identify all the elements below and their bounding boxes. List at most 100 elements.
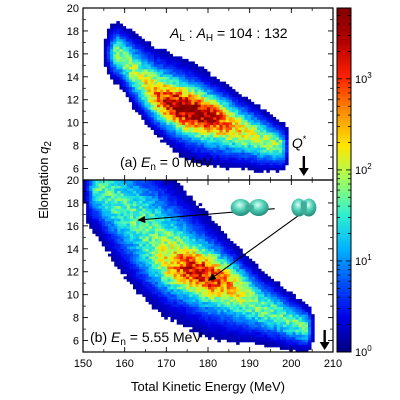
heatmap-cell: [195, 314, 200, 318]
heatmap-cell: [169, 111, 173, 115]
heatmap-cell: [192, 223, 196, 227]
heatmap-cell: [158, 251, 162, 255]
heatmap-cell: [188, 63, 192, 67]
heatmap-cell: [208, 331, 212, 335]
heatmap-cell: [191, 149, 195, 153]
heatmap-cell: [183, 228, 187, 232]
heatmap-cell: [204, 230, 209, 234]
heatmap-cell: [183, 261, 187, 265]
heatmap-cell: [181, 119, 186, 123]
heatmap-cell: [241, 149, 245, 153]
heatmap-cell: [135, 89, 139, 93]
heatmap-cell: [111, 238, 115, 242]
heatmap-cell: [113, 23, 117, 27]
heatmap-cell: [114, 190, 118, 194]
heatmap-cell: [250, 104, 255, 108]
heatmap-cell: [125, 51, 130, 55]
heatmap-cell: [244, 127, 248, 130]
heatmap-cell: [170, 223, 175, 227]
heatmap-cell: [169, 74, 173, 77]
heatmap-cell: [258, 286, 262, 290]
heatmap-cell: [216, 89, 220, 93]
heatmap-cell: [164, 268, 168, 272]
heatmap-cell: [156, 63, 161, 67]
heatmap-cell: [161, 241, 165, 244]
heatmap-cell: [219, 109, 223, 113]
heatmap-cell: [214, 319, 218, 323]
heatmap-cell: [183, 235, 187, 239]
heatmap-cell: [185, 99, 189, 103]
heatmap-cell: [308, 309, 312, 313]
heatmap-cell: [270, 336, 275, 340]
heatmap-cell: [279, 286, 284, 290]
heatmap-cell: [201, 218, 206, 222]
heatmap-cell: [150, 121, 155, 125]
heatmap-cell: [245, 276, 250, 280]
heatmap-cell: [238, 111, 242, 115]
heatmap-cell: [116, 61, 120, 65]
heatmap-cell: [136, 276, 140, 280]
heatmap-cell: [151, 218, 156, 222]
heatmap-cell: [188, 132, 192, 135]
heatmap-cell: [226, 266, 231, 270]
heatmap-cell: [258, 268, 262, 272]
heatmap-cell: [144, 66, 148, 70]
heatmap-cell: [89, 203, 93, 207]
heatmap-cell: [126, 241, 131, 244]
heatmap-cell: [256, 164, 261, 168]
heatmap-cell: [123, 223, 128, 227]
heatmap-cell: [175, 61, 180, 65]
heatmap-cell: [201, 215, 206, 219]
heatmap-cell: [203, 94, 208, 98]
heatmap-cell: [131, 63, 136, 67]
heatmap-cell: [160, 86, 164, 90]
heatmap-cell: [136, 278, 140, 282]
heatmap-cell: [167, 306, 171, 310]
heatmap-cell: [98, 182, 103, 186]
heatmap-cell: [222, 152, 227, 156]
heatmap-cell: [133, 243, 137, 247]
heatmap-cell: [101, 198, 106, 202]
heatmap-cell: [223, 238, 228, 242]
heatmap-cell: [181, 111, 186, 115]
heatmap-cell: [144, 119, 148, 123]
heatmap-cell: [281, 121, 286, 125]
heatmap-cell: [206, 144, 211, 148]
heatmap-cell: [139, 248, 143, 252]
heatmap-cell: [136, 248, 140, 252]
heatmap-cell: [92, 225, 96, 229]
heatmap-cell: [195, 253, 200, 257]
heatmap-cell: [173, 258, 178, 262]
heatmap-cell: [144, 74, 148, 77]
heatmap-cell: [129, 281, 134, 285]
heatmap-cell: [133, 182, 137, 186]
heatmap-cell: [272, 119, 277, 123]
heatmap-cell: [217, 246, 221, 249]
heatmap-cell: [285, 144, 289, 148]
heatmap-cell: [206, 154, 211, 158]
heatmap-cell: [273, 281, 278, 285]
heatmap-cell: [206, 84, 211, 88]
heatmap-cell: [217, 256, 221, 260]
heatmap-cell: [185, 116, 189, 120]
heatmap-cell: [258, 301, 262, 305]
heatmap-cell: [126, 253, 131, 257]
heatmap-cell: [250, 167, 255, 171]
heatmap-cell: [211, 251, 215, 255]
heatmap-cell: [206, 142, 211, 146]
heatmap-cell: [129, 276, 134, 280]
heatmap-cell: [228, 111, 233, 115]
heatmap-cell: [200, 152, 205, 156]
heatmap-cell: [191, 127, 195, 130]
heatmap-cell: [275, 169, 280, 173]
heatmap-cell: [173, 238, 178, 242]
heatmap-cell: [120, 190, 125, 194]
heatmap-cell: [139, 188, 143, 191]
y-tick-label: 12: [67, 267, 79, 279]
heatmap-cell: [136, 271, 140, 275]
heatmap-cell: [226, 253, 231, 257]
heatmap-cell: [195, 215, 200, 219]
heatmap-cell: [254, 299, 259, 302]
heatmap-cell: [186, 306, 190, 310]
heatmap-cell: [276, 316, 281, 320]
